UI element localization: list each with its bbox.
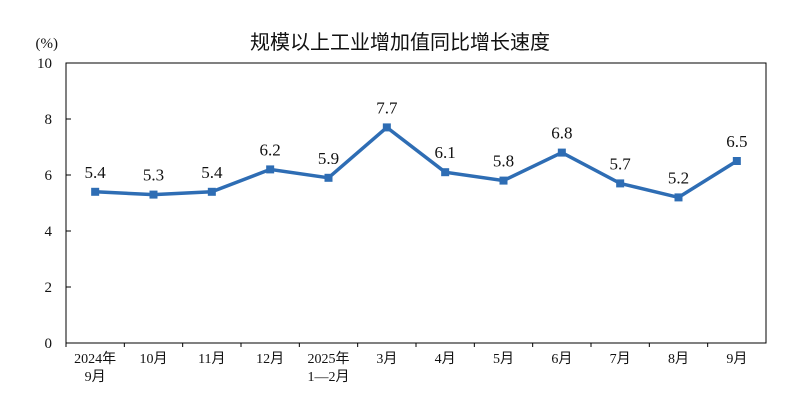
x-tick-label: 9月 xyxy=(85,369,106,385)
data-point-marker xyxy=(149,190,158,199)
data-label: 5.4 xyxy=(201,163,223,182)
data-point-marker xyxy=(499,176,508,185)
data-label: 5.3 xyxy=(143,166,164,185)
series-layer: 5.4 5.3 5.4 6.2 5.9 7.7 6.1 5.8 6.8 5.7 5.2 6.5 xyxy=(85,98,747,202)
x-tick-label: 4月 xyxy=(435,351,456,367)
y-axis: 0 2 4 6 8 10 xyxy=(37,56,71,352)
chart-title: 规模以上工业增加值同比增长速度 xyxy=(250,30,550,54)
data-label: 5.8 xyxy=(493,152,514,171)
data-point-marker xyxy=(441,168,450,177)
y-tick-label: 8 xyxy=(45,112,53,128)
data-label: 5.4 xyxy=(85,163,107,182)
x-tick-label: 9月 xyxy=(726,351,747,367)
data-point-marker xyxy=(732,157,741,165)
data-point-marker xyxy=(266,165,275,174)
x-tick-label: 2024年 xyxy=(74,351,116,367)
x-tick-label: 5月 xyxy=(493,351,514,367)
x-tick-label: 12月 xyxy=(256,351,284,367)
x-tick-label: 8月 xyxy=(668,351,689,367)
data-point-marker xyxy=(616,179,625,188)
y-tick-label: 0 xyxy=(45,336,53,352)
data-point-marker xyxy=(382,123,391,132)
x-axis: 2024年 9月 10月 11月 12月 2025年 1—2月 3月 4月 5月 6月 7月 8月 9月 xyxy=(65,343,747,385)
data-label: 5.9 xyxy=(318,149,339,168)
x-tick-label: 7月 xyxy=(610,351,631,367)
data-point-marker xyxy=(674,193,683,202)
x-tick-label: 2025年 xyxy=(308,351,350,367)
x-tick-label: 10月 xyxy=(140,351,168,367)
data-point-marker xyxy=(324,173,333,182)
y-axis-unit-label: (%) xyxy=(36,36,59,52)
data-point-marker xyxy=(91,187,100,196)
data-label: 6.5 xyxy=(726,132,747,151)
x-tick-label: 3月 xyxy=(376,351,397,367)
data-label: 5.7 xyxy=(610,154,632,173)
data-label: 5.2 xyxy=(668,168,689,187)
data-label: 7.7 xyxy=(376,98,398,117)
data-label: 6.1 xyxy=(435,143,456,162)
plot-area-frame xyxy=(65,62,767,344)
y-tick-label: 4 xyxy=(45,224,53,240)
y-tick-label: 6 xyxy=(45,168,53,184)
y-tick-label: 2 xyxy=(45,280,53,296)
y-tick-label: 10 xyxy=(37,56,52,72)
series-line xyxy=(95,125,738,200)
data-label: 6.8 xyxy=(551,124,572,143)
data-point-marker xyxy=(207,187,216,196)
data-label: 6.2 xyxy=(260,140,281,159)
data-point-marker xyxy=(557,148,566,157)
x-tick-label: 11月 xyxy=(198,351,225,367)
x-tick-label: 1—2月 xyxy=(308,369,350,385)
x-tick-label: 6月 xyxy=(551,351,572,367)
